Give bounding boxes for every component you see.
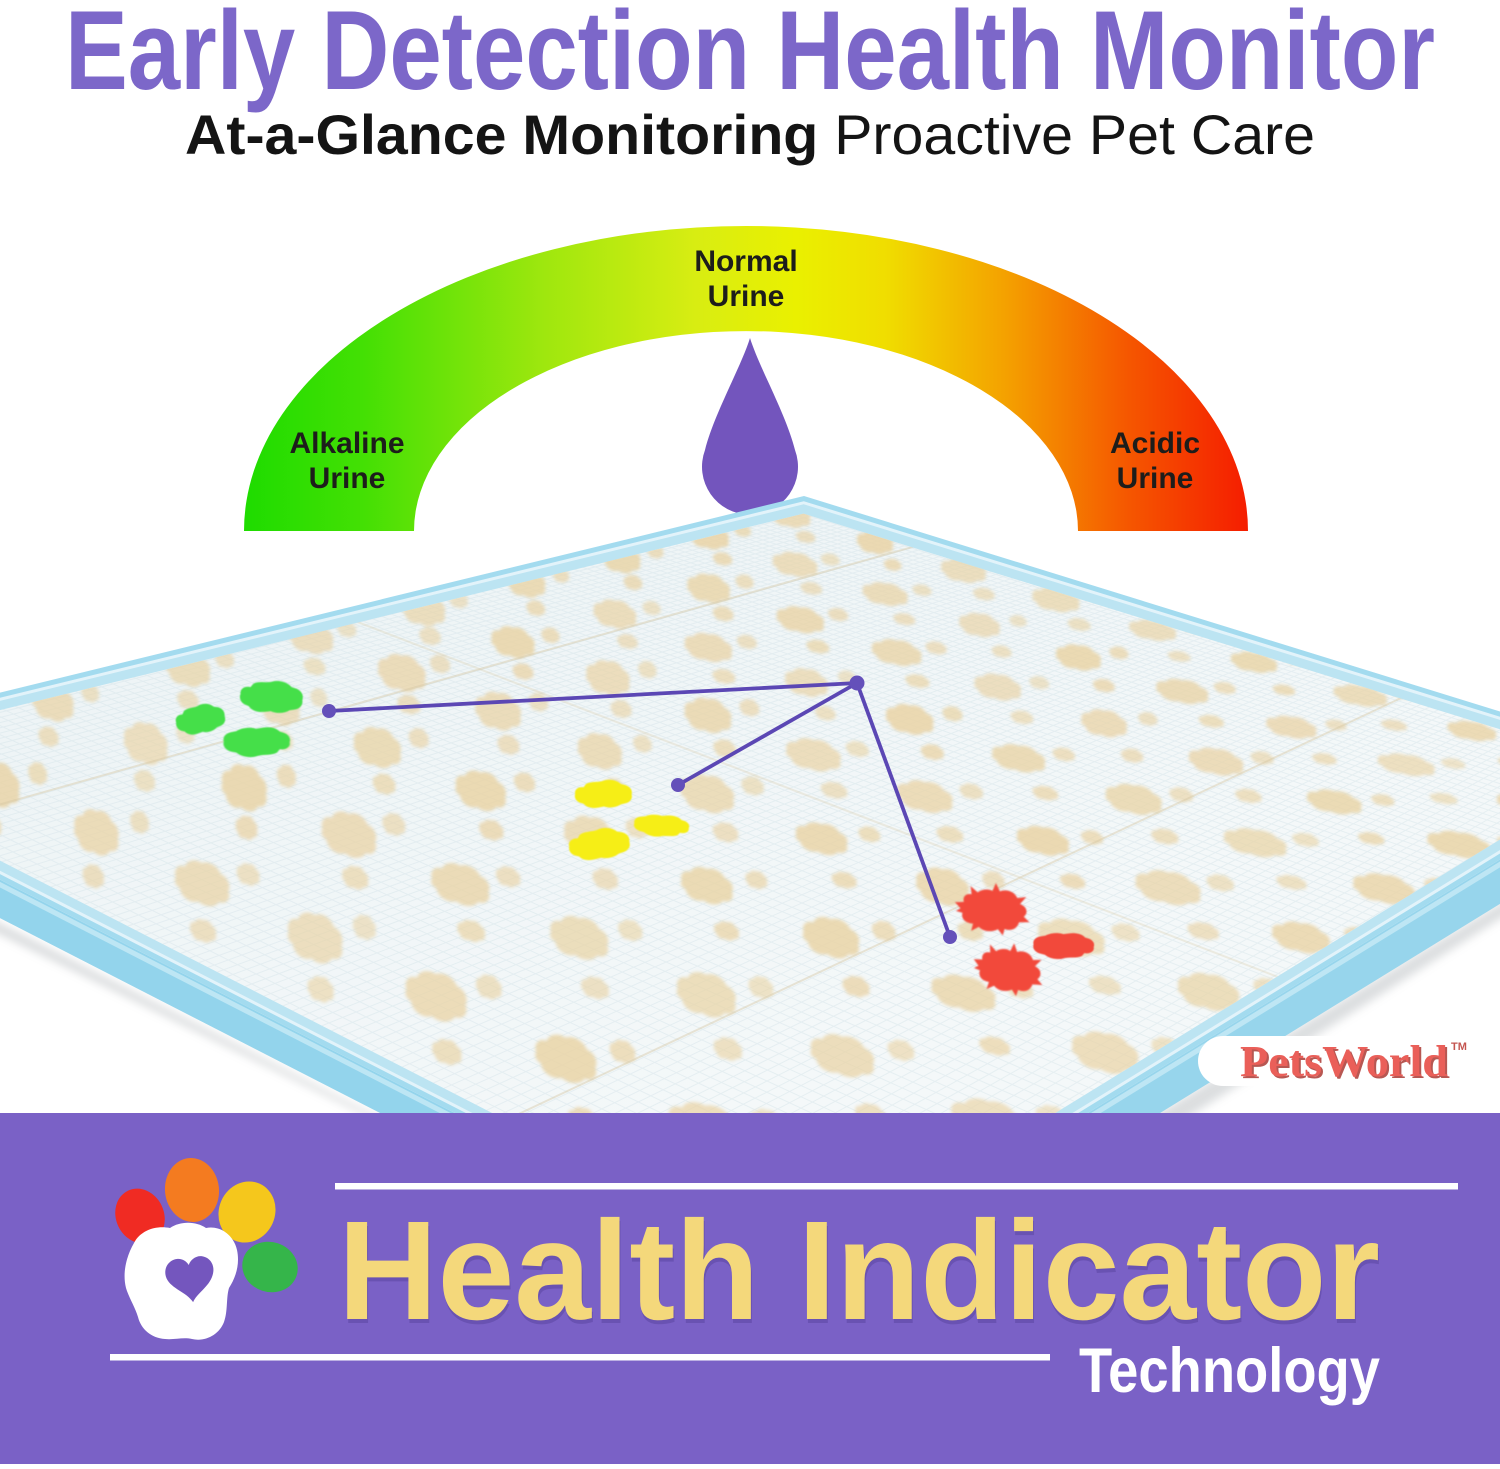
svg-text:Urine: Urine xyxy=(1117,462,1194,495)
svg-text:Urine: Urine xyxy=(309,462,386,495)
svg-text:TM: TM xyxy=(1451,1041,1467,1053)
svg-text:Normal: Normal xyxy=(694,245,797,278)
svg-text:Early Detection Health Monitor: Early Detection Health Monitor xyxy=(65,0,1435,113)
svg-text:Urine: Urine xyxy=(708,280,785,313)
svg-text:Technology: Technology xyxy=(1079,1336,1380,1406)
svg-text:At-a-Glance Monitoring Proacti: At-a-Glance Monitoring Proactive Pet Car… xyxy=(185,103,1315,166)
svg-text:Health Indicator: Health Indicator xyxy=(338,1191,1380,1349)
svg-text:Alkaline: Alkaline xyxy=(289,427,404,460)
svg-text:PetsWorld: PetsWorld xyxy=(1240,1037,1448,1086)
svg-text:Acidic: Acidic xyxy=(1110,427,1200,460)
